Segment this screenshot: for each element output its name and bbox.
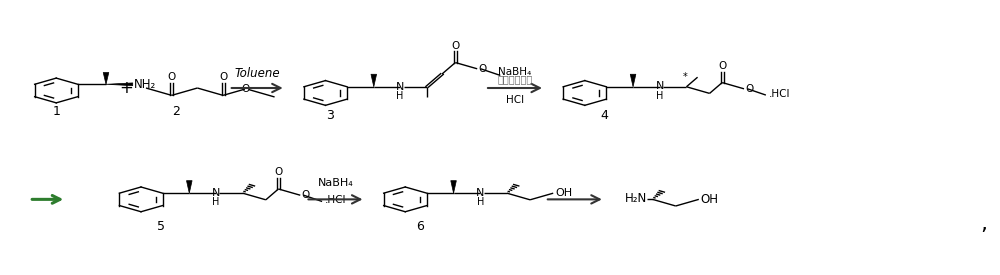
Text: O: O (478, 64, 486, 74)
Text: 3: 3 (327, 109, 334, 122)
Polygon shape (186, 181, 192, 193)
Text: 吨吵氧渴酸盐: 吨吵氧渴酸盐 (497, 75, 533, 84)
Text: O: O (451, 40, 459, 51)
Text: 2: 2 (172, 105, 180, 118)
Text: .HCl: .HCl (769, 89, 790, 98)
Polygon shape (371, 74, 377, 87)
Text: 4: 4 (601, 109, 609, 122)
Text: H₂N: H₂N (625, 192, 647, 205)
Text: O: O (219, 72, 227, 82)
Text: OH: OH (555, 188, 572, 198)
Text: O: O (274, 167, 283, 177)
Text: N: N (656, 81, 664, 91)
Text: +: + (119, 79, 133, 97)
Text: H: H (396, 91, 404, 101)
Polygon shape (103, 73, 109, 84)
Text: O: O (301, 190, 310, 200)
Text: ,: , (980, 214, 987, 234)
Polygon shape (106, 83, 133, 86)
Text: N: N (476, 188, 484, 198)
Text: *: * (683, 72, 688, 82)
Text: O: O (718, 60, 726, 70)
Text: H: H (656, 91, 663, 101)
Text: H: H (212, 197, 220, 207)
Text: 6: 6 (416, 220, 424, 233)
Text: HCl: HCl (506, 95, 524, 105)
Polygon shape (451, 181, 456, 193)
Text: .HCl: .HCl (325, 196, 347, 205)
Text: O: O (745, 84, 753, 94)
Text: 5: 5 (157, 220, 165, 233)
Text: OH: OH (701, 193, 719, 206)
Text: N: N (396, 81, 404, 92)
Text: NaBH₄: NaBH₄ (318, 178, 353, 188)
Text: NaBH₄: NaBH₄ (498, 67, 532, 77)
Text: N: N (212, 188, 220, 198)
Text: H: H (477, 197, 484, 207)
Polygon shape (630, 74, 636, 87)
Text: 1: 1 (52, 105, 60, 118)
Text: O: O (241, 84, 250, 94)
Text: O: O (168, 72, 176, 82)
Text: Toluene: Toluene (234, 67, 280, 79)
Text: NH₂: NH₂ (134, 78, 156, 91)
